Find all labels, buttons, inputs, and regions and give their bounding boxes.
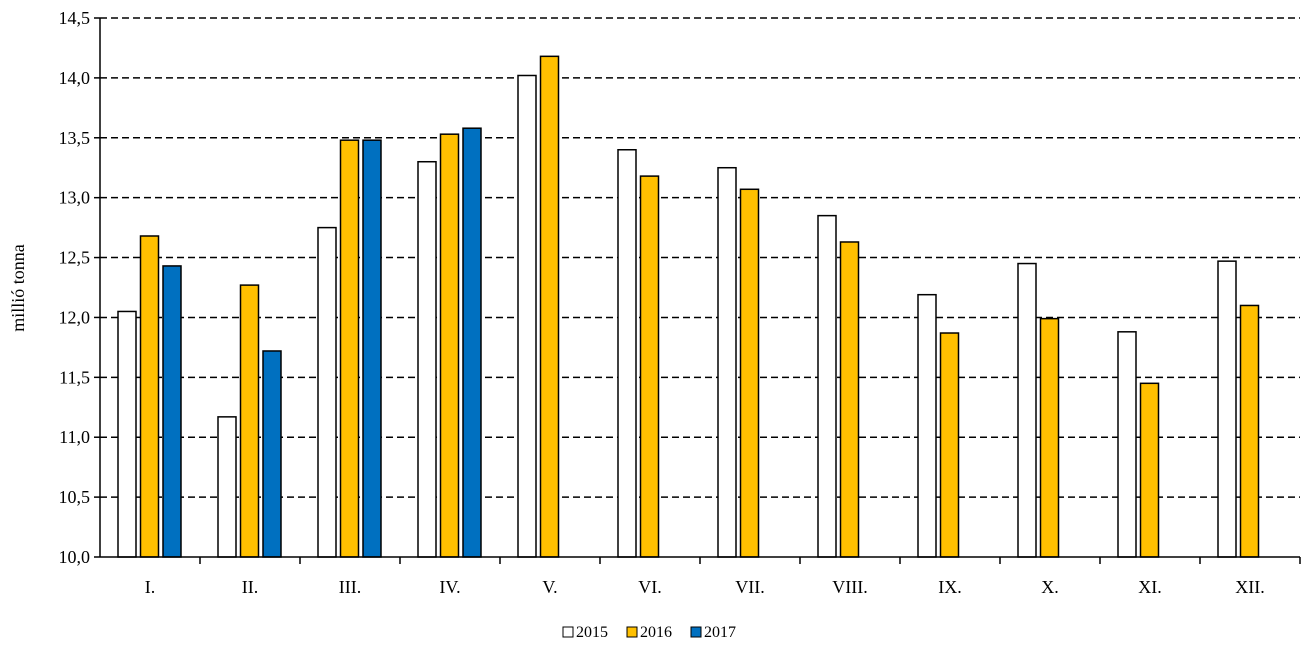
y-axis-label: millió tonna <box>8 244 28 332</box>
x-tick-label: IX. <box>938 577 962 597</box>
y-tick-label: 11,0 <box>59 427 90 447</box>
y-tick-label: 11,5 <box>59 367 90 387</box>
bar-2015 <box>817 214 837 558</box>
x-tick-label: III. <box>339 577 361 597</box>
bar-2015 <box>217 416 237 558</box>
bar-2015 <box>517 74 537 558</box>
bar-2017 <box>262 350 282 558</box>
bar-2016 <box>239 284 260 558</box>
legend-swatch-2017 <box>690 626 702 638</box>
y-tick-label: 14,0 <box>59 68 91 88</box>
bar-2015 <box>1217 260 1237 558</box>
y-tick-label: 14,5 <box>59 8 91 28</box>
y-axis-ticks: 10,0 10,5 11,0 11,5 12,0 12,5 13,0 13,5 14,0 14,5 <box>59 8 100 567</box>
y-tick-label: 10,0 <box>59 547 91 567</box>
legend-swatch-2015 <box>562 626 574 638</box>
bar-2016 <box>339 139 360 558</box>
bar-2015 <box>717 166 737 558</box>
bar-2016 <box>139 235 160 558</box>
y-tick-label: 13,5 <box>59 128 91 148</box>
bar-2016 <box>1239 304 1260 558</box>
x-tick-label: XII. <box>1235 577 1265 597</box>
bar-2016 <box>739 188 760 558</box>
x-axis-ticks: I. II. III. IV. V. VI. VII. VIII. IX. X. XI. XII. <box>145 557 1301 597</box>
y-tick-label: 12,0 <box>59 307 91 327</box>
x-tick-label: IV. <box>439 577 460 597</box>
x-tick-label: X. <box>1041 577 1059 597</box>
bar-2016 <box>939 332 960 558</box>
x-tick-label: V. <box>542 577 557 597</box>
y-tick-label: 10,5 <box>59 487 91 507</box>
bar-2015 <box>617 149 637 558</box>
x-tick-label: VI. <box>638 577 662 597</box>
bar-2017 <box>162 265 182 558</box>
bar-2016 <box>1039 317 1060 558</box>
x-tick-label: VII. <box>735 577 765 597</box>
bar-2016 <box>639 175 660 558</box>
bar-2015 <box>917 293 937 558</box>
bar-2016 <box>839 241 860 558</box>
gridlines <box>100 17 1300 498</box>
bar-2015 <box>417 160 437 558</box>
bar-2017 <box>362 139 382 558</box>
legend-label-2015: 2015 <box>576 624 608 641</box>
legend-label-2017: 2017 <box>704 624 736 641</box>
legend-swatch-2016 <box>626 626 638 638</box>
y-tick-label: 13,0 <box>59 188 91 208</box>
y-tick-label: 12,5 <box>59 248 91 268</box>
bars <box>117 55 1260 558</box>
bar-2015 <box>1017 262 1037 558</box>
legend: 2015 2016 2017 <box>562 624 736 641</box>
x-tick-label: I. <box>145 577 156 597</box>
bar-2016 <box>539 55 560 558</box>
bar-2015 <box>117 310 137 558</box>
bar-2016 <box>439 133 460 558</box>
x-tick-label: XI. <box>1138 577 1162 597</box>
bar-2017 <box>462 127 482 558</box>
bar-2016 <box>1139 382 1160 558</box>
legend-label-2016: 2016 <box>640 624 672 641</box>
x-tick-label: II. <box>242 577 259 597</box>
bar-2015 <box>317 226 337 558</box>
bar-2015 <box>1117 331 1137 558</box>
x-tick-label: VIII. <box>832 577 867 597</box>
